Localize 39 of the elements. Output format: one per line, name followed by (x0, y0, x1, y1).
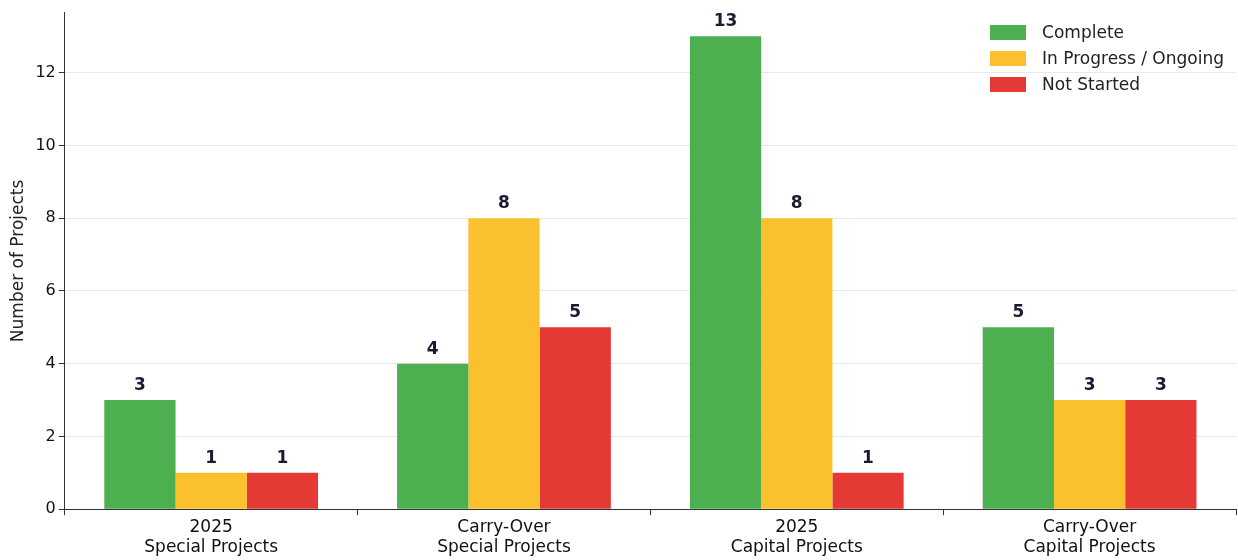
data-label: 4 (426, 337, 439, 358)
bar (689, 36, 762, 509)
x-tick-label: Carry-Over Capital Projects (1023, 515, 1156, 557)
x-tick-label: Carry-Over Special Projects (437, 515, 571, 557)
bar (175, 472, 247, 509)
data-label: 13 (713, 10, 738, 31)
legend-label: In Progress / Ongoing (1042, 48, 1224, 68)
data-label: 3 (1083, 373, 1096, 394)
x-tick-label: 2025 Capital Projects (730, 515, 863, 557)
data-label: 1 (205, 446, 218, 467)
y-tick-label: 2 (45, 425, 56, 445)
bar (397, 363, 469, 509)
y-tick-label: 10 (35, 134, 56, 154)
y-axis-title: Number of Projects (6, 179, 27, 343)
y-tick-label: 12 (35, 61, 56, 81)
y-tick-label: 8 (45, 207, 56, 227)
bar (246, 472, 319, 509)
bar (832, 472, 904, 509)
y-tick-label: 6 (45, 280, 56, 300)
bar (104, 400, 176, 509)
legend-label: Not Started (1042, 74, 1141, 94)
data-label: 8 (790, 192, 803, 213)
legend-label: Complete (1042, 22, 1125, 42)
bar (982, 327, 1054, 509)
x-tick-label: 2025 Special Projects (144, 515, 279, 557)
data-label: 1 (862, 446, 874, 467)
data-label: 3 (1154, 373, 1167, 394)
bar (468, 218, 540, 509)
bar (761, 218, 833, 509)
bar (1125, 400, 1197, 509)
data-label: 5 (1012, 301, 1025, 322)
bar (1053, 400, 1126, 509)
data-label: 1 (276, 446, 289, 467)
bar (539, 327, 611, 509)
data-label: 3 (133, 373, 146, 394)
y-tick-label: 4 (45, 352, 56, 372)
y-tick-label: 0 (45, 498, 56, 518)
data-label: 8 (498, 192, 510, 213)
data-label: 5 (569, 301, 582, 322)
